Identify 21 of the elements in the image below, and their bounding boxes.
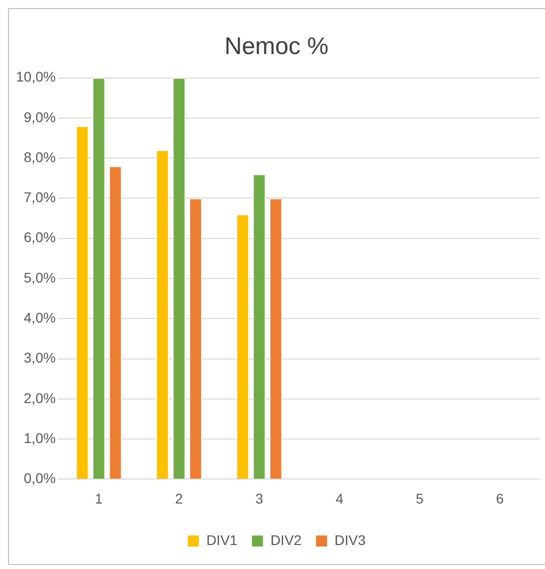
- x-tick-label: 6: [496, 490, 504, 506]
- y-tick-label: 3,0%: [24, 350, 56, 366]
- y-tick-label: 6,0%: [24, 229, 56, 246]
- y-tick-label: 7,0%: [24, 189, 56, 206]
- chart-title: Nemoc %: [224, 33, 329, 60]
- legend-label: DIV1: [206, 532, 238, 548]
- y-tick-label: 10,0%: [16, 68, 56, 85]
- x-tick-label: 4: [336, 490, 344, 506]
- y-tick-label: 8,0%: [24, 148, 56, 165]
- x-tick-label: 5: [416, 490, 424, 506]
- y-tick-label: 1,0%: [24, 430, 56, 446]
- y-tick-label: 2,0%: [24, 390, 56, 406]
- x-tick-label: 3: [255, 490, 264, 506]
- y-tick-label: 5,0%: [24, 269, 56, 286]
- y-tick-label: 4,0%: [24, 310, 56, 326]
- y-tick-label: 0,0%: [24, 470, 56, 486]
- x-tick-label: 1: [94, 490, 103, 506]
- x-tick-label: 2: [175, 490, 184, 506]
- legend-label: DIV3: [334, 532, 366, 548]
- legend-label: DIV2: [270, 532, 302, 548]
- y-tick-label: 9,0%: [24, 108, 56, 125]
